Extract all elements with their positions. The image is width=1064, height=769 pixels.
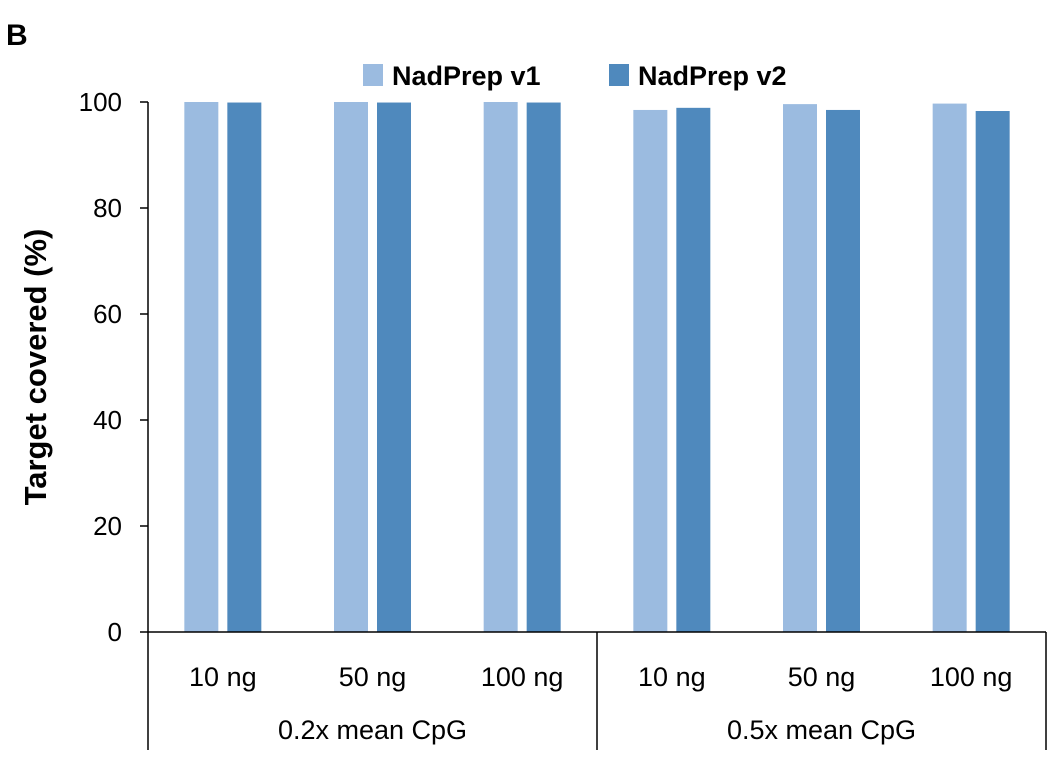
x-axis: 10 ng 50 ng 100 ng 10 ng 50 ng 100 ng 0.2x mea… <box>147 631 1047 750</box>
bar-v2-0 <box>227 102 262 632</box>
y-tick-label: 100 <box>79 87 122 117</box>
legend-swatch-v2 <box>609 64 629 86</box>
y-tick-label: 60 <box>93 299 122 329</box>
x-tick-label: 10 ng <box>638 662 706 692</box>
legend-label-v1: NadPrep v1 <box>392 61 541 91</box>
y-axis: 0 20 40 60 80 100 <box>79 87 149 647</box>
bar-v2-2 <box>526 102 561 632</box>
panel-letter: B <box>6 19 28 52</box>
bar-v1-5 <box>932 103 967 633</box>
bar-v1-1 <box>334 102 368 632</box>
y-tick-label: 0 <box>108 617 122 647</box>
legend-swatch-v1 <box>363 64 383 86</box>
x-tick-label: 50 ng <box>339 662 407 692</box>
bar-v2-1 <box>377 102 411 632</box>
y-axis-label: Target covered (%) <box>18 229 53 506</box>
legend: NadPrep v1 NadPrep v2 <box>363 61 787 91</box>
bar-v1-4 <box>783 104 817 633</box>
bar-v1-3 <box>633 109 668 632</box>
x-tick-label: 50 ng <box>788 662 856 692</box>
bar-v2-4 <box>826 109 860 632</box>
bar-v2-5 <box>975 111 1010 632</box>
group-label: 0.5x mean CpG <box>727 715 916 745</box>
bar-v2-3 <box>676 107 711 632</box>
x-tick-label: 100 ng <box>930 662 1013 692</box>
y-tick-label: 20 <box>93 511 122 541</box>
y-tick-label: 80 <box>93 193 122 223</box>
x-tick-label: 100 ng <box>481 662 564 692</box>
x-tick-label: 10 ng <box>189 662 257 692</box>
y-tick-label: 40 <box>93 405 122 435</box>
bar-v1-2 <box>483 102 518 632</box>
group-label: 0.2x mean CpG <box>278 715 467 745</box>
bar-v1-0 <box>184 102 219 632</box>
bars <box>184 102 1010 633</box>
legend-label-v2: NadPrep v2 <box>638 61 787 91</box>
